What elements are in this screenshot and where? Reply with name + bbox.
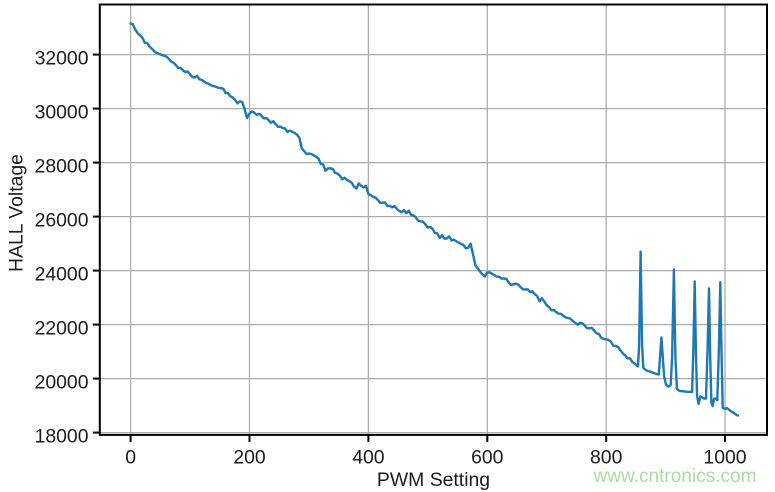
svg-text:600: 600 [471,447,504,469]
svg-text:PWM Setting: PWM Setting [377,469,490,491]
svg-text:800: 800 [590,447,623,469]
svg-text:400: 400 [352,447,385,469]
svg-text:0: 0 [125,447,136,469]
svg-text:28000: 28000 [35,155,89,177]
svg-text:22000: 22000 [35,317,89,339]
svg-text:1000: 1000 [703,447,746,469]
svg-text:20000: 20000 [35,371,89,393]
svg-text:24000: 24000 [35,263,89,285]
svg-text:30000: 30000 [35,101,89,123]
svg-text:200: 200 [233,447,266,469]
svg-text:32000: 32000 [35,47,89,69]
svg-text:www.cntronics.com: www.cntronics.com [593,465,757,487]
svg-text:18000: 18000 [35,425,89,447]
svg-text:HALL Voltage: HALL Voltage [6,154,28,272]
svg-text:26000: 26000 [35,209,89,231]
